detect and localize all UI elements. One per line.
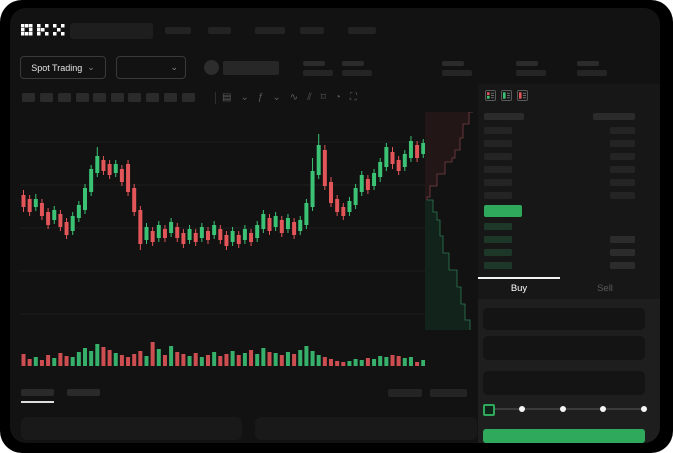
nav-item[interactable] — [208, 27, 231, 34]
spot-trading-label: Spot Trading — [31, 62, 83, 73]
bid-row-bar[interactable] — [484, 249, 512, 256]
ask-row-bar[interactable] — [484, 179, 512, 186]
book-bids-icon[interactable] — [501, 90, 512, 101]
search-bar[interactable] — [70, 23, 153, 39]
row-amount-bar — [610, 127, 635, 134]
ticker-stat — [516, 61, 548, 77]
amount-input[interactable] — [483, 336, 645, 360]
compare-icon[interactable]: ⫽ — [307, 92, 312, 103]
timeframe-button[interactable] — [76, 93, 89, 102]
ask-row-bar[interactable] — [484, 166, 512, 173]
indicator-icon[interactable]: ƒ — [257, 92, 264, 103]
timeframe-button[interactable] — [111, 93, 124, 102]
bottom-panel-right[interactable] — [255, 417, 477, 440]
book-asks-icon[interactable] — [517, 90, 528, 101]
chevron-down-icon[interactable]: ⌄ — [240, 92, 249, 103]
trade-tabs: Buy Sell — [478, 277, 660, 299]
tab-buy[interactable]: Buy — [510, 283, 528, 294]
row-amount-bar — [610, 179, 635, 186]
slider-stop-75[interactable] — [600, 406, 606, 412]
row-amount-bar — [610, 249, 635, 256]
nav-item[interactable] — [348, 27, 376, 34]
price-input[interactable] — [483, 308, 645, 330]
spot-trading-dropdown[interactable]: Spot Trading ⌄ — [20, 56, 106, 79]
slider-stop-25[interactable] — [519, 406, 525, 412]
fullscreen-icon[interactable]: ⛶ — [349, 92, 357, 103]
chart-toolbar-icons: ▤ ⌄ ƒ ⌄ ∿ ⫽ ⌑ ◔ ⛶ — [222, 90, 372, 106]
slider-stop-100[interactable] — [641, 406, 647, 412]
row-amount-bar — [610, 192, 635, 199]
chevron-down-icon: ⌄ — [87, 62, 95, 72]
total-input[interactable] — [483, 371, 645, 395]
ticker-stat — [442, 61, 474, 77]
bottom-active-tab-underline — [21, 401, 54, 403]
timer-icon[interactable]: ◔ — [334, 92, 341, 103]
nav-item[interactable] — [165, 27, 191, 34]
timeframe-button[interactable] — [146, 93, 159, 102]
ask-row-bar[interactable] — [484, 127, 512, 134]
timeframe-button[interactable] — [40, 93, 53, 102]
camera-icon[interactable]: ⌑ — [320, 92, 326, 103]
nav-item[interactable] — [255, 27, 285, 34]
pair-dropdown[interactable]: ⌄ — [116, 56, 186, 79]
line-tool-icon[interactable]: ∿ — [289, 92, 299, 103]
active-tab-indicator — [478, 277, 560, 279]
bid-row-bar[interactable] — [484, 236, 512, 243]
ticker-stat — [577, 61, 609, 77]
amount-slider-handle[interactable] — [483, 404, 495, 416]
ask-row-bar[interactable] — [484, 153, 512, 160]
okx-logo[interactable] — [21, 23, 65, 37]
row-amount-bar — [610, 236, 635, 243]
bottom-panel-left[interactable] — [21, 417, 242, 440]
coin-icon — [204, 60, 219, 75]
chevron-down-icon: ⌄ — [170, 62, 178, 72]
row-amount-bar — [610, 140, 635, 147]
bottom-tab-open-orders[interactable] — [21, 389, 54, 396]
order-form — [478, 299, 660, 443]
orderbook-header-price — [484, 113, 524, 120]
bottom-tab-order-history[interactable] — [67, 389, 100, 396]
buy-submit-button[interactable] — [483, 429, 645, 443]
timeframe-button[interactable] — [164, 93, 177, 102]
row-amount-bar — [610, 153, 635, 160]
pair-name-placeholder — [223, 61, 279, 75]
slider-stop-50[interactable] — [560, 406, 566, 412]
orderbook-view-switcher — [485, 90, 528, 101]
candle-style-icon[interactable]: ▤ — [222, 92, 232, 103]
candlestick-chart[interactable] — [20, 112, 425, 368]
ask-row-bar[interactable] — [484, 140, 512, 147]
ticker-stat — [342, 61, 374, 77]
app-window: Spot Trading ⌄ ⌄ ▤ ⌄ ƒ ⌄ ∿ ⫽ ⌑ ◔ ⛶ — [10, 8, 660, 443]
toolbar-divider — [215, 92, 216, 104]
bottom-action-button[interactable] — [430, 389, 467, 397]
timeframe-button[interactable] — [93, 93, 106, 102]
book-combined-icon[interactable] — [485, 90, 496, 101]
last-price-badge[interactable] — [484, 205, 522, 217]
row-amount-bar — [610, 166, 635, 173]
timeframe-button[interactable] — [58, 93, 71, 102]
timeframe-button[interactable] — [128, 93, 141, 102]
row-amount-bar — [610, 262, 635, 269]
bottom-action-button[interactable] — [388, 389, 422, 397]
ticker-stat — [303, 61, 335, 77]
bid-row-bar[interactable] — [484, 223, 512, 230]
orderbook-header-amount — [593, 113, 635, 120]
timeframe-button[interactable] — [182, 93, 195, 102]
timeframe-button[interactable] — [22, 93, 35, 102]
ask-row-bar[interactable] — [484, 192, 512, 199]
orderbook-panel: Buy Sell — [478, 84, 660, 443]
nav-item[interactable] — [300, 27, 324, 34]
chevron-down-icon[interactable]: ⌄ — [272, 92, 281, 103]
depth-chart — [425, 112, 473, 330]
bid-row-bar[interactable] — [484, 262, 512, 269]
tab-sell[interactable]: Sell — [597, 283, 613, 294]
